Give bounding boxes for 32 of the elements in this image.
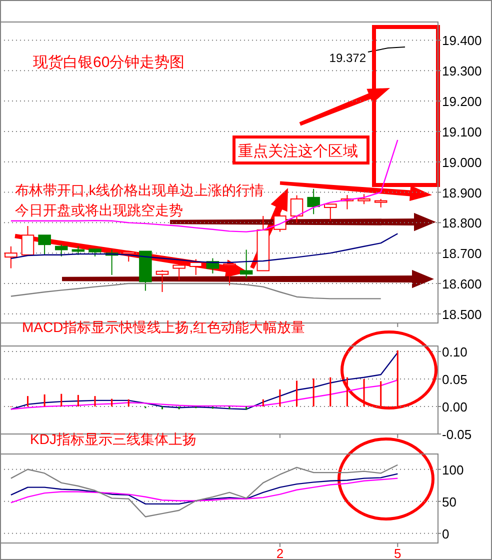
y-tick-label: 0.05 [442,372,468,387]
y-tick-label: 100 [442,462,464,478]
chart-title: MACD指标显示快慢线上扬,红色动能大幅放量 [22,319,306,335]
annotation: 19.372 [329,51,366,65]
annotation: 今日开盘或将出现跳空走势 [15,202,183,218]
y-tick-label: 18.900 [442,185,482,200]
y-tick-label: 18.800 [442,216,482,231]
y-tick-label: 19.100 [442,124,482,140]
line-series [10,473,398,505]
x-tick-label: 2 [276,546,284,560]
line-series [10,352,398,410]
y-tick-label: 18.600 [442,276,482,292]
y-tick-label: 0 [442,526,450,542]
line-series [10,139,398,232]
y-tick-label: 18.500 [442,306,482,322]
y-tick-label: 19.300 [442,64,482,79]
y-tick-label: -0.05 [442,427,472,442]
text: 现货白银60分钟走势图 [33,54,185,71]
annotation: 重点关注这个区域 [238,143,358,160]
y-tick-label: 0.10 [442,344,468,360]
y-tick-label: 19.400 [442,33,482,48]
y-tick-label: 50 [442,494,456,510]
y-tick-label: 19.200 [442,94,482,110]
y-tick-label: 19.000 [442,154,482,170]
chart-title: KDJ指标显示三线集体上扬 [30,431,196,447]
candlestick [240,249,253,279]
y-tick-label: 0.00 [442,400,468,414]
annotation: 布林带开口,k线价格出现单边上涨的行情 [15,182,264,198]
x-tick-label: 5 [394,546,402,560]
line-series [10,478,398,504]
y-tick-label: 18.700 [442,246,482,262]
line-series [10,380,398,410]
